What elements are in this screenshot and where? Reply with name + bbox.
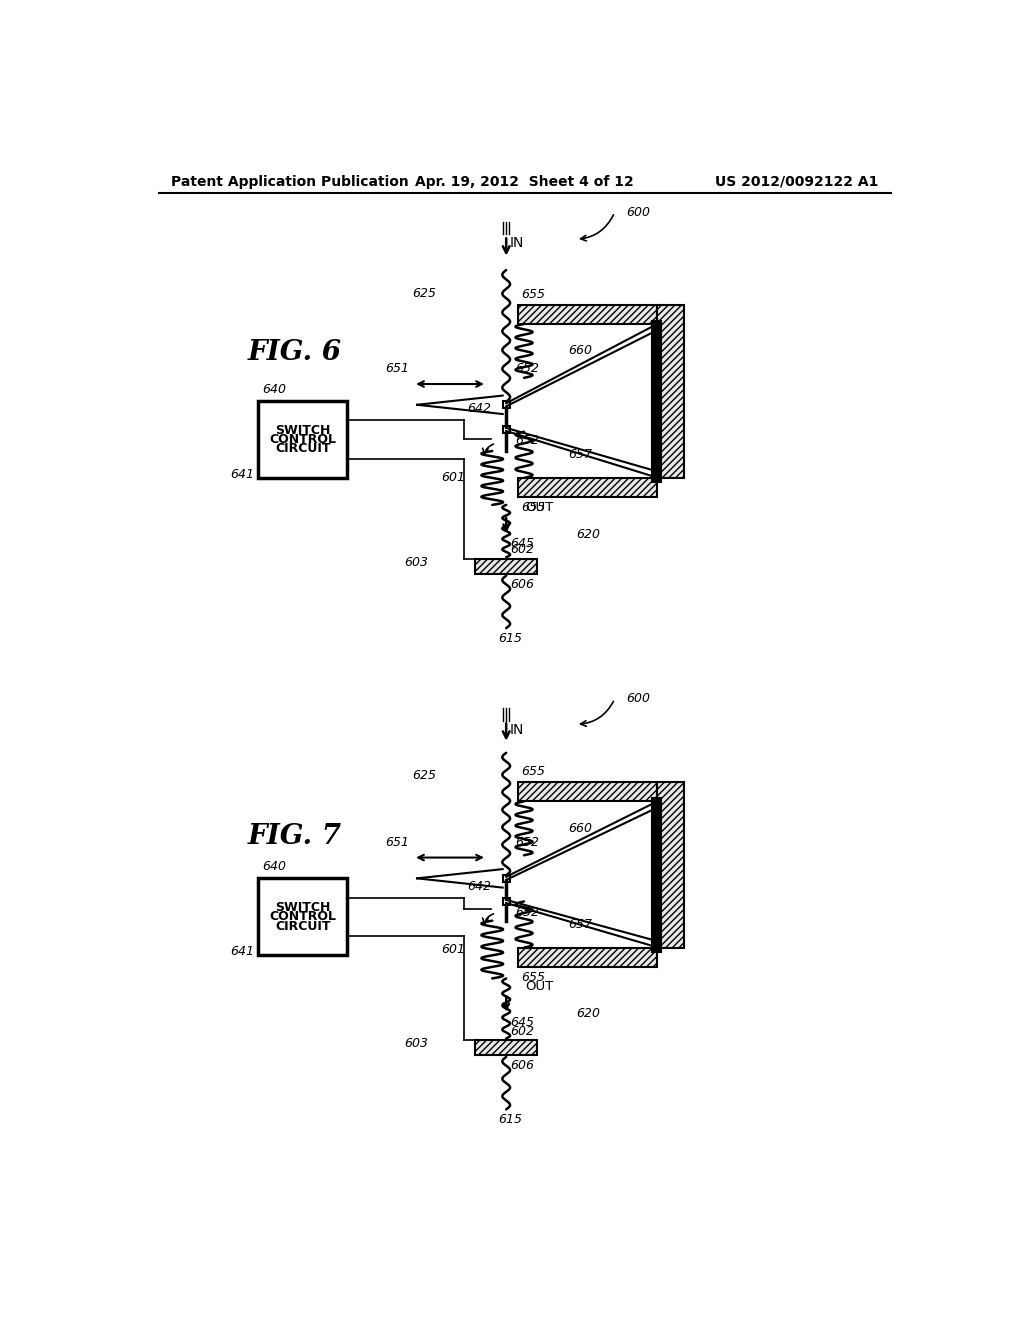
Text: 600: 600	[627, 206, 650, 219]
Text: 655: 655	[521, 766, 546, 779]
Polygon shape	[475, 1040, 538, 1056]
Text: 640: 640	[262, 383, 286, 396]
Text: 655: 655	[521, 502, 546, 513]
Text: 642: 642	[467, 403, 492, 416]
Text: 655: 655	[521, 288, 546, 301]
Text: CONTROL: CONTROL	[269, 433, 336, 446]
Polygon shape	[657, 781, 684, 948]
Polygon shape	[475, 558, 538, 574]
Text: 657: 657	[568, 449, 592, 462]
Text: 660: 660	[568, 822, 592, 834]
Polygon shape	[518, 948, 657, 966]
Text: 602: 602	[510, 1024, 535, 1038]
Text: 652: 652	[515, 907, 540, 920]
Text: Patent Application Publication: Patent Application Publication	[171, 174, 409, 189]
Text: SWITCH: SWITCH	[275, 902, 331, 915]
Text: 660: 660	[568, 345, 592, 358]
Text: 615: 615	[499, 1113, 522, 1126]
Text: 652: 652	[515, 362, 540, 375]
Text: 620: 620	[575, 528, 600, 541]
Text: FIG. 6: FIG. 6	[248, 339, 342, 366]
Text: 600: 600	[627, 693, 650, 705]
Text: SWITCH: SWITCH	[275, 424, 331, 437]
Text: 602: 602	[510, 544, 535, 557]
Polygon shape	[657, 305, 684, 478]
Polygon shape	[503, 875, 510, 882]
Text: 603: 603	[404, 556, 429, 569]
Text: 603: 603	[404, 1038, 429, 1051]
Polygon shape	[503, 401, 510, 408]
Polygon shape	[503, 426, 510, 433]
Polygon shape	[518, 781, 657, 801]
Text: 642: 642	[467, 879, 492, 892]
Polygon shape	[258, 401, 347, 478]
Text: 652: 652	[515, 836, 540, 849]
Text: 625: 625	[413, 770, 436, 783]
Text: 601: 601	[441, 471, 465, 484]
Text: 620: 620	[575, 1007, 600, 1019]
Text: US 2012/0092122 A1: US 2012/0092122 A1	[715, 174, 879, 189]
Text: IN: IN	[510, 236, 524, 249]
Text: 606: 606	[510, 1059, 535, 1072]
Polygon shape	[518, 305, 657, 323]
Polygon shape	[258, 878, 347, 956]
Text: 601: 601	[441, 942, 465, 956]
Text: 645: 645	[510, 1016, 535, 1028]
Text: IN: IN	[510, 723, 524, 737]
Text: 615: 615	[499, 632, 522, 645]
Text: CIRCUIT: CIRCUIT	[275, 920, 331, 933]
Text: OUT: OUT	[525, 500, 554, 513]
Text: 651: 651	[385, 362, 410, 375]
Text: CIRCUIT: CIRCUIT	[275, 442, 331, 455]
Polygon shape	[503, 898, 510, 906]
Text: 655: 655	[521, 970, 546, 983]
Text: 652: 652	[515, 434, 540, 447]
Text: 641: 641	[230, 467, 254, 480]
Polygon shape	[518, 478, 657, 498]
Text: Apr. 19, 2012  Sheet 4 of 12: Apr. 19, 2012 Sheet 4 of 12	[416, 174, 634, 189]
Text: 651: 651	[385, 836, 410, 849]
Text: 640: 640	[262, 861, 286, 874]
Text: 625: 625	[413, 286, 436, 300]
Text: 645: 645	[510, 537, 535, 550]
Text: FIG. 7: FIG. 7	[248, 822, 342, 850]
Text: 641: 641	[230, 945, 254, 958]
Text: 657: 657	[568, 917, 592, 931]
Text: 606: 606	[510, 578, 535, 591]
Text: OUT: OUT	[525, 979, 554, 993]
Text: CONTROL: CONTROL	[269, 911, 336, 924]
